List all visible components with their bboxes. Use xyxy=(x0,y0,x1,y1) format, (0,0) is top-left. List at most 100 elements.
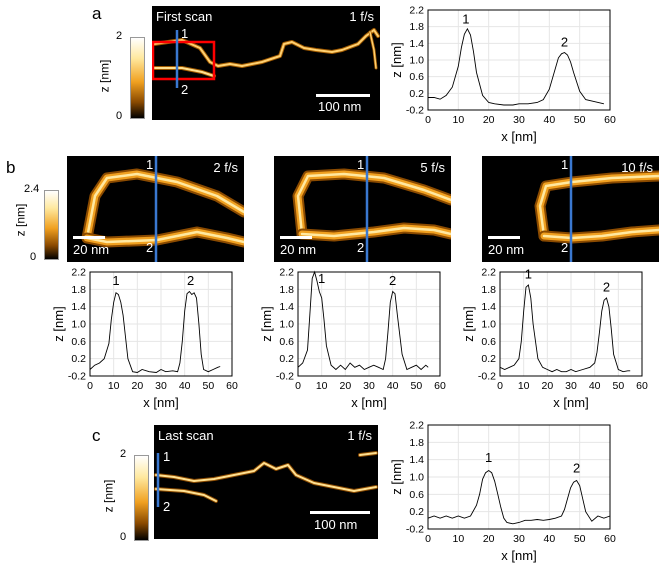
x-tick-label: 60 xyxy=(604,114,616,126)
afm-structure xyxy=(488,156,659,262)
peak-label: 2 xyxy=(561,35,568,50)
y-tick-label: -0.2 xyxy=(276,371,294,383)
afm-image-last-scan: Last scan 1 f/s 1 2 100 nm xyxy=(154,425,378,539)
y-axis-label: z [nm] xyxy=(390,42,404,77)
marker-2: 2 xyxy=(146,240,154,255)
panel-label-a: a xyxy=(92,4,102,23)
afm-image-first-scan: First scan 1 f/s 1 2 100 nm xyxy=(152,6,380,120)
peak-label: 1 xyxy=(112,273,119,288)
frame-rate: 1 f/s xyxy=(347,428,372,443)
marker-2: 2 xyxy=(181,82,189,97)
y-tick-label: 1.0 xyxy=(71,319,86,331)
y-tick-label: -0.2 xyxy=(406,524,424,536)
peak-label: 1 xyxy=(485,450,492,465)
x-tick-label: 50 xyxy=(574,114,586,126)
x-tick-label: 10 xyxy=(316,380,328,392)
y-tick-label: 1.4 xyxy=(481,301,496,313)
y-tick-label: 1.0 xyxy=(409,55,424,67)
x-tick-label: 20 xyxy=(541,380,553,392)
profile-line xyxy=(89,290,221,373)
y-tick-label: 0.6 xyxy=(481,336,496,348)
x-tick-label: 0 xyxy=(295,380,301,392)
afm-image-10fps: 10 f/s 1 2 20 nm xyxy=(482,156,659,262)
colorbar-b-label: z [nm] xyxy=(13,203,28,237)
marker-1: 1 xyxy=(146,157,154,172)
x-tick-label: 20 xyxy=(483,114,495,126)
marker-2: 2 xyxy=(561,240,569,255)
peak-label: 2 xyxy=(603,280,610,295)
scan-label: Last scan xyxy=(158,428,214,443)
y-tick-label: 1.8 xyxy=(409,21,424,33)
marker-2: 2 xyxy=(163,499,171,514)
y-tick-label: -0.2 xyxy=(478,371,496,383)
profile-line xyxy=(427,469,611,525)
x-axis-label: x [nm] xyxy=(501,129,536,144)
x-tick-label: 0 xyxy=(425,114,431,126)
colorbar-b-max: 2.4 xyxy=(24,183,40,195)
x-tick-label: 60 xyxy=(434,380,446,392)
peak-label: 2 xyxy=(389,273,396,288)
y-tick-label: 1.0 xyxy=(279,319,294,331)
y-tick-label: 2.2 xyxy=(481,267,496,279)
peak-label: 1 xyxy=(462,11,469,26)
profile-line xyxy=(499,284,631,373)
afm-structure xyxy=(280,156,451,262)
y-tick-label: 1.8 xyxy=(71,284,86,296)
frame-rate: 1 f/s xyxy=(349,9,374,24)
y-tick-label: 1.4 xyxy=(279,301,294,313)
y-tick-label: -0.2 xyxy=(68,371,86,383)
afm-image-2fps: 2 f/s 1 2 20 nm xyxy=(67,156,244,262)
panel-label-c: c xyxy=(92,426,101,445)
colorbar-c-label: z [nm] xyxy=(101,479,116,513)
frame-rate: 5 f/s xyxy=(420,160,445,175)
x-tick-label: 40 xyxy=(387,380,399,392)
profile-line xyxy=(428,27,605,106)
scalebar-label: 100 nm xyxy=(318,99,362,114)
colorbar-a xyxy=(130,37,145,119)
x-tick-label: 30 xyxy=(565,380,577,392)
scalebar-label: 100 nm xyxy=(314,517,358,532)
profile-chart-c: 0 10 20 30 40 50 60 -0.2 0.2 0.6 1.0 1.4 1.8 2.2 x [nm… xyxy=(390,420,616,564)
x-tick-label: 40 xyxy=(543,114,555,126)
peak-label: 2 xyxy=(187,273,194,288)
y-tick-label: 1.8 xyxy=(409,437,424,449)
x-tick-label: 60 xyxy=(636,380,648,392)
frame-rate: 2 f/s xyxy=(213,160,238,175)
y-tick-label: 1.4 xyxy=(409,38,424,50)
marker-1: 1 xyxy=(357,157,365,172)
y-tick-label: 0.6 xyxy=(279,336,294,348)
plot-frame xyxy=(499,271,643,377)
y-tick-label: 1.0 xyxy=(409,472,424,484)
colorbar-b-min: 0 xyxy=(30,251,37,263)
y-tick-label: 1.4 xyxy=(71,301,86,313)
x-tick-label: 20 xyxy=(131,380,143,392)
x-axis-label: x [nm] xyxy=(553,395,588,410)
x-tick-label: 40 xyxy=(179,380,191,392)
y-tick-label: 2.2 xyxy=(409,420,424,432)
y-tick-label: 2.2 xyxy=(409,5,424,17)
panel-label-b: b xyxy=(6,158,16,177)
y-tick-label: 0.2 xyxy=(71,353,86,365)
x-tick-label: 40 xyxy=(589,380,601,392)
y-tick-label: 0.6 xyxy=(409,489,424,501)
y-tick-label: 1.8 xyxy=(481,284,496,296)
y-tick-label: 1.4 xyxy=(409,454,424,466)
x-tick-label: 10 xyxy=(108,380,120,392)
scan-label: First scan xyxy=(156,9,213,24)
y-axis-label: z [nm] xyxy=(259,306,274,341)
y-tick-label: 0.2 xyxy=(279,353,294,365)
peak-label: 1 xyxy=(318,271,325,286)
x-tick-label: 30 xyxy=(513,114,525,126)
x-tick-label: 40 xyxy=(543,533,555,545)
x-tick-label: 30 xyxy=(155,380,167,392)
x-tick-label: 10 xyxy=(452,114,464,126)
x-tick-label: 0 xyxy=(497,380,503,392)
x-tick-label: 0 xyxy=(87,380,93,392)
plot-frame xyxy=(427,9,611,111)
y-tick-label: 1.8 xyxy=(279,284,294,296)
y-axis-label: z [nm] xyxy=(390,459,404,494)
scalebar-label: 20 nm xyxy=(73,242,110,257)
y-tick-label: 0.2 xyxy=(409,88,424,100)
x-axis-label: x [nm] xyxy=(501,548,536,563)
colorbar-c-max: 2 xyxy=(120,448,127,460)
